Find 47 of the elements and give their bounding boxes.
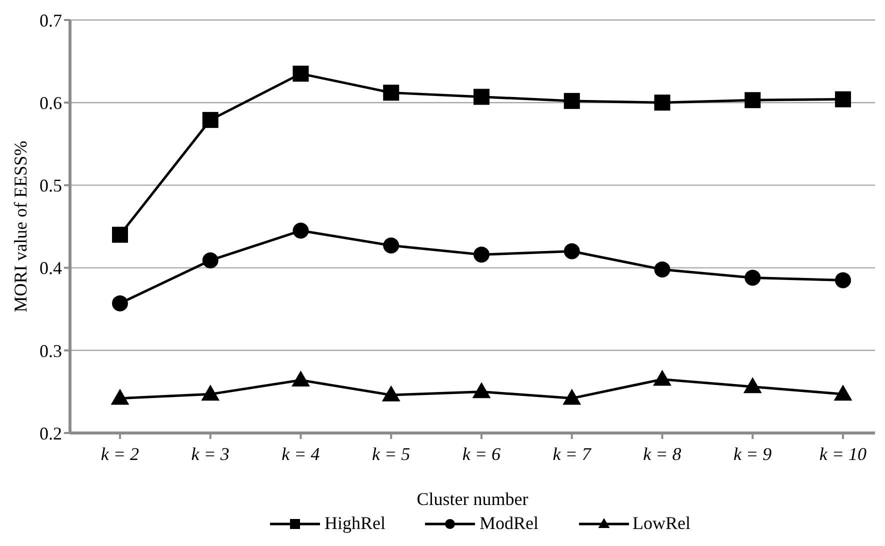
point bbox=[744, 270, 761, 286]
point bbox=[653, 370, 672, 386]
point bbox=[202, 252, 218, 268]
y-tick-label: 0.5 bbox=[40, 176, 62, 196]
x-tick-label: k = 6 bbox=[462, 444, 501, 464]
legend-label: ModRel bbox=[479, 513, 538, 534]
x-tick-label: k = 2 bbox=[100, 444, 140, 464]
point bbox=[383, 238, 400, 254]
x-tick-label: k = 9 bbox=[734, 444, 772, 464]
point bbox=[383, 84, 400, 101]
y-tick-label: 0.4 bbox=[40, 258, 62, 278]
point bbox=[112, 226, 128, 243]
x-tick-label: k = 3 bbox=[191, 444, 230, 464]
point bbox=[834, 384, 852, 401]
y-tick-label: 0.3 bbox=[40, 340, 62, 361]
legend-label: LowRel bbox=[632, 513, 690, 534]
x-tick-label: k = 7 bbox=[552, 444, 592, 464]
point bbox=[292, 222, 309, 239]
point bbox=[292, 370, 310, 387]
point bbox=[654, 94, 670, 111]
point bbox=[112, 295, 128, 312]
point bbox=[743, 377, 762, 394]
point bbox=[835, 91, 851, 108]
point bbox=[474, 88, 490, 105]
point bbox=[110, 388, 130, 405]
y-tick-label: 0.7 bbox=[40, 10, 62, 30]
y-axis-title: MORI value of EESS% bbox=[10, 140, 30, 312]
point bbox=[744, 92, 761, 108]
point bbox=[835, 272, 851, 288]
x-tick-label: k = 8 bbox=[643, 444, 682, 464]
x-tick-label: k = 5 bbox=[372, 444, 410, 464]
point bbox=[202, 112, 218, 128]
legend-label: HighRel bbox=[324, 513, 386, 534]
point bbox=[474, 246, 490, 263]
point bbox=[564, 92, 580, 109]
point bbox=[654, 261, 670, 278]
point bbox=[292, 66, 309, 82]
x-axis-title: Cluster number bbox=[416, 489, 528, 509]
y-tick-label: 0.6 bbox=[40, 92, 62, 113]
point bbox=[564, 243, 580, 260]
x-tick-label: k = 4 bbox=[282, 444, 320, 464]
x-tick-label: k = 10 bbox=[819, 444, 867, 464]
point bbox=[562, 388, 582, 405]
point bbox=[472, 382, 491, 398]
point bbox=[382, 385, 400, 402]
point bbox=[201, 384, 220, 401]
y-tick-label: 0.2 bbox=[40, 423, 62, 444]
